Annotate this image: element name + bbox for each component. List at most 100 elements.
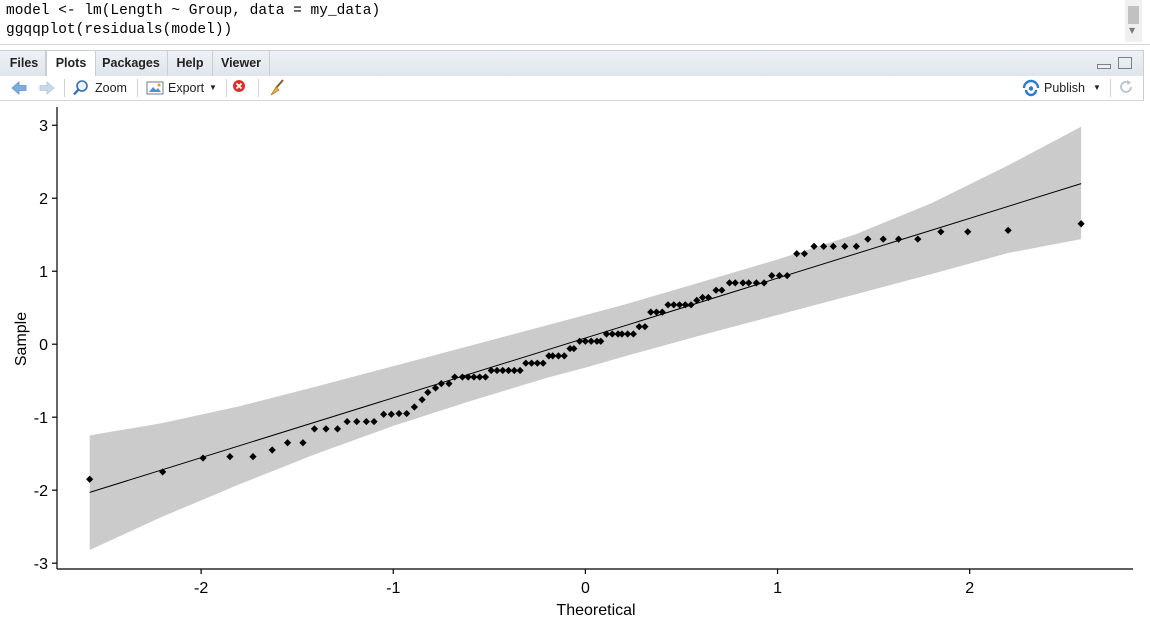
data-point [1077,220,1085,228]
data-point [522,359,530,367]
tab-viewer[interactable]: Viewer [213,51,270,76]
toolbar-separator [137,79,138,97]
data-point [783,271,791,280]
remove-plot-icon[interactable] [232,79,250,97]
minimize-pane-icon[interactable] [1097,64,1111,69]
data-point [403,409,411,418]
export-image-icon [146,80,164,101]
y-tick-label: 1 [39,264,48,281]
data-point [539,359,547,367]
tab-label: Files [9,56,39,70]
tab-label: Plots [55,56,87,70]
data-point [451,373,459,381]
data-point [493,366,501,375]
plot-viewer: -2 -1 0 1 2 -3 -2 -1 0 1 2 3 Theoretical Sample [0,101,1144,625]
toolbar-separator [258,79,259,97]
forward-arrow-icon[interactable] [38,79,56,97]
console-line-1: model <- lm(Length ~ Group, data = my_da… [6,3,381,19]
data-point [268,446,276,454]
y-tick-label: 0 [39,337,48,354]
x-tick-label: 2 [965,580,974,597]
data-point [768,271,776,280]
data-point [793,250,801,258]
data-point [362,417,370,426]
data-point [322,425,330,433]
data-point [775,271,784,280]
zoom-button[interactable]: Zoom [72,79,130,97]
data-point [159,468,167,476]
data-point [470,373,478,381]
data-point [608,330,616,338]
broom-icon[interactable] [268,79,286,97]
pane-tab-bar: Files Plots Packages Help Viewer [0,50,1144,77]
zoom-icon [72,79,90,102]
data-point [581,337,589,345]
data-point [431,384,440,392]
data-point [800,250,809,258]
console-scroll-thumb[interactable] [1128,6,1139,24]
data-point [380,410,388,418]
tab-plots[interactable]: Plots [46,51,96,77]
data-point [310,425,319,433]
qq-plot: -2 -1 0 1 2 -3 -2 -1 0 1 2 3 Theoretical Sample [13,107,1133,619]
data-point [510,366,518,375]
data-point [629,330,638,338]
console-pane[interactable]: model <- lm(Length ~ Group, data = my_da… [0,0,1150,45]
y-tick-label: 3 [39,118,48,135]
data-point [593,337,601,345]
data-point [437,380,445,388]
data-point [516,366,524,375]
y-tick-label: -3 [34,556,48,573]
y-tick-label: 2 [39,191,48,208]
back-arrow-icon[interactable] [10,79,28,97]
tab-label: Help [176,56,204,70]
data-point [549,352,557,360]
tab-help[interactable]: Help [168,51,213,76]
data-point [829,242,837,251]
data-point [464,373,472,381]
data-point [570,344,578,353]
chevron-down-icon: ▼ [209,83,217,92]
maximize-pane-icon[interactable] [1118,57,1132,69]
data-point [299,439,307,447]
refresh-icon[interactable] [1118,79,1136,97]
data-point [602,330,611,338]
tab-label: Packages [102,56,160,70]
data-point [333,425,342,433]
x-tick-label: 1 [773,580,782,597]
data-point [226,453,234,461]
data-point [879,235,887,243]
publish-label: Publish [1044,81,1085,95]
data-point [387,410,395,418]
export-label: Export [168,81,205,95]
data-point [533,359,541,367]
data-point [914,235,922,243]
data-point [820,242,828,251]
data-point [199,454,207,462]
export-button[interactable]: Export ▼ [146,79,222,97]
data-point [864,235,872,243]
data-point [635,323,643,331]
data-point [624,330,632,338]
data-point [283,439,292,447]
data-point [618,330,626,338]
tab-packages[interactable]: Packages [95,51,168,76]
data-point [1004,226,1012,234]
data-point [481,373,490,381]
publish-button[interactable]: Publish ▼ [1022,79,1104,97]
chevron-down-icon: ▼ [1093,83,1101,92]
tab-files[interactable]: Files [3,51,46,76]
data-point [499,366,507,375]
plots-toolbar: Zoom Export ▼ Publish ▼ [0,76,1144,101]
data-point [487,366,495,375]
data-point [445,380,453,388]
x-tick-label: -2 [194,580,208,597]
data-point [576,337,584,345]
console-scrollbar[interactable]: ▼ [1125,0,1142,42]
x-tick-label: 0 [581,580,590,597]
scroll-down-arrow-icon[interactable]: ▼ [1129,26,1136,35]
data-point [560,352,568,360]
data-point [418,396,426,404]
data-point [614,330,622,338]
data-point [504,366,513,375]
